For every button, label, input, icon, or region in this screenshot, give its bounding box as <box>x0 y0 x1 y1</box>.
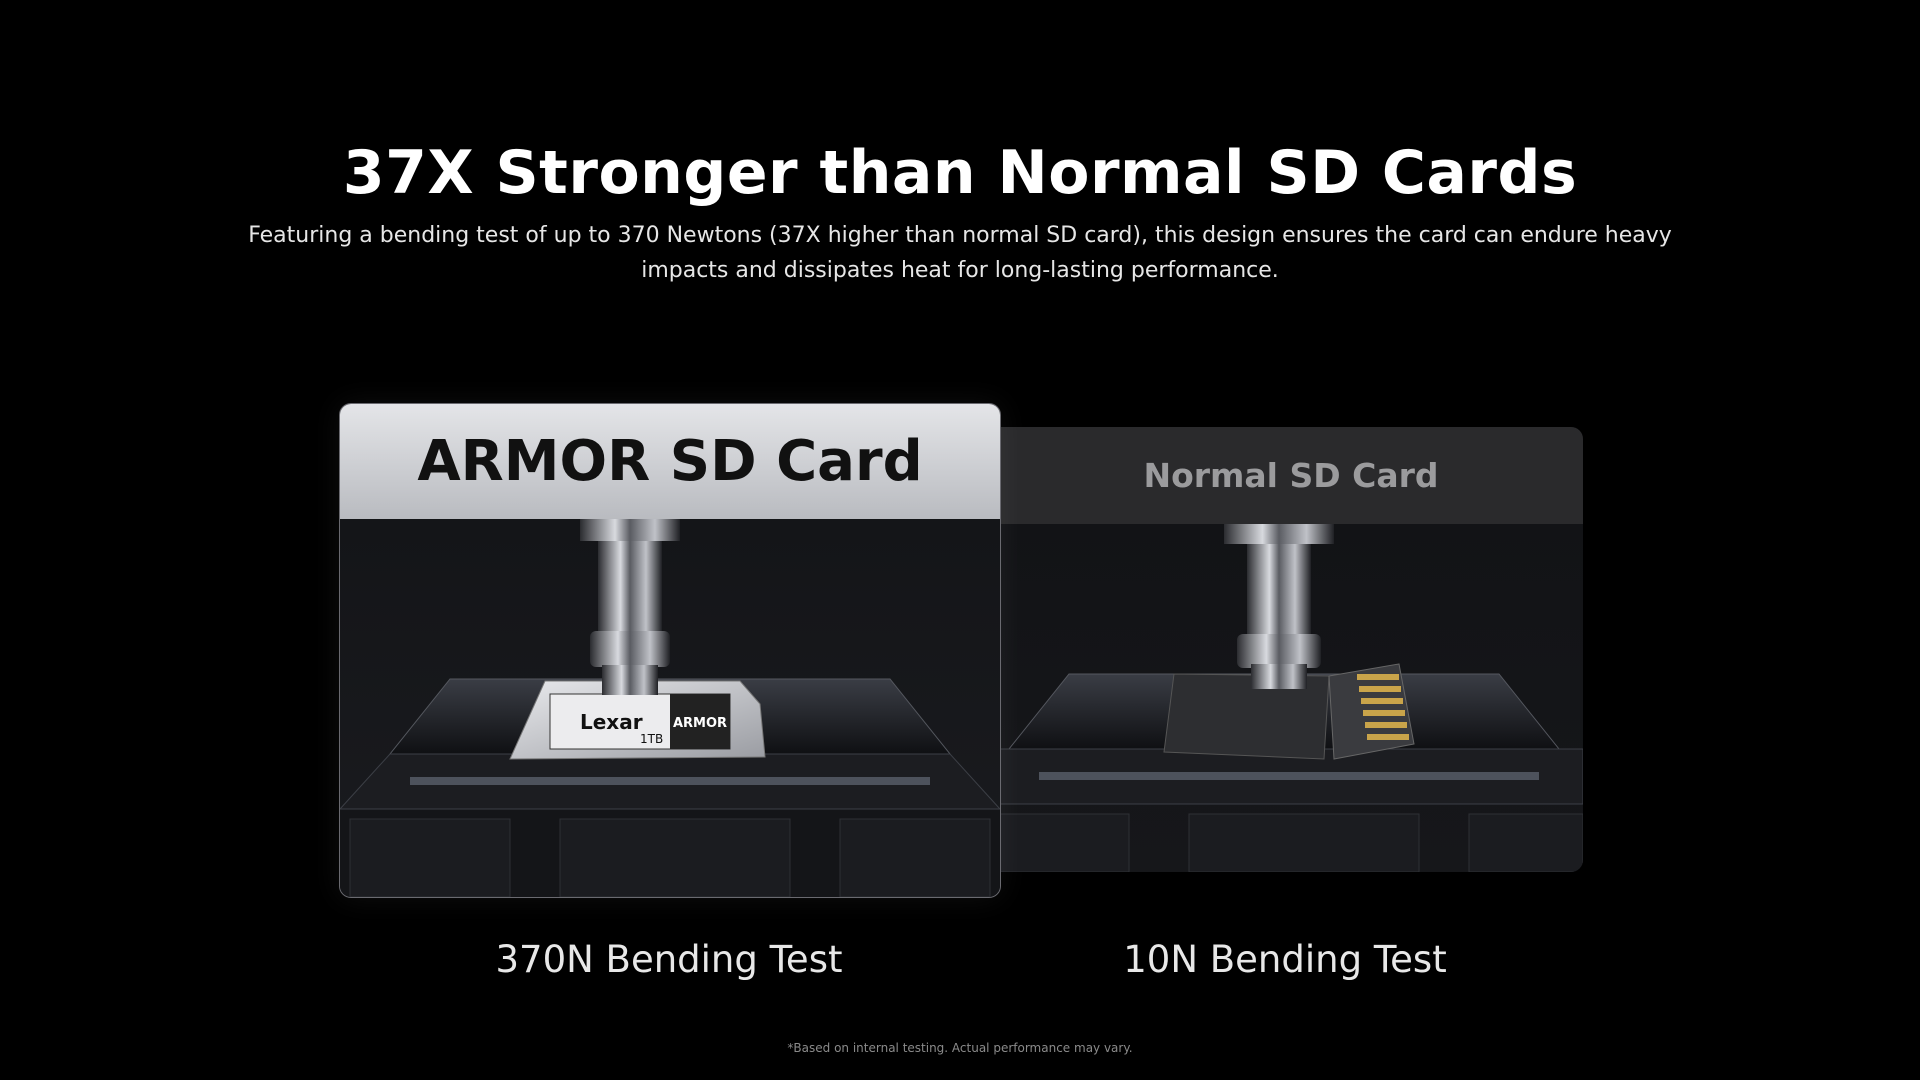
page-title: 37X Stronger than Normal SD Cards <box>342 138 1578 209</box>
card-series-text: ARMOR <box>673 716 727 731</box>
armor-test-caption: 370N Bending Test <box>495 938 843 981</box>
armor-bending-test-image: ARMOR Lexar 1TB <box>340 519 1000 897</box>
armor-panel-header: ARMOR SD Card <box>340 404 1000 519</box>
page-subtitle: Featuring a bending test of up to 370 Ne… <box>248 223 1672 283</box>
normal-card-panel: Normal SD Card <box>999 427 1583 872</box>
footnote: *Based on internal testing. Actual perfo… <box>787 1041 1133 1055</box>
armor-card-panel: ARMOR SD Card ARMOR Lexar 1TB <box>339 403 1001 898</box>
normal-bending-test-image <box>999 524 1583 872</box>
card-brand-text: Lexar <box>580 710 643 734</box>
card-capacity-text: 1TB <box>640 732 663 746</box>
normal-test-caption: 10N Bending Test <box>1123 938 1447 981</box>
normal-panel-header: Normal SD Card <box>999 427 1583 524</box>
